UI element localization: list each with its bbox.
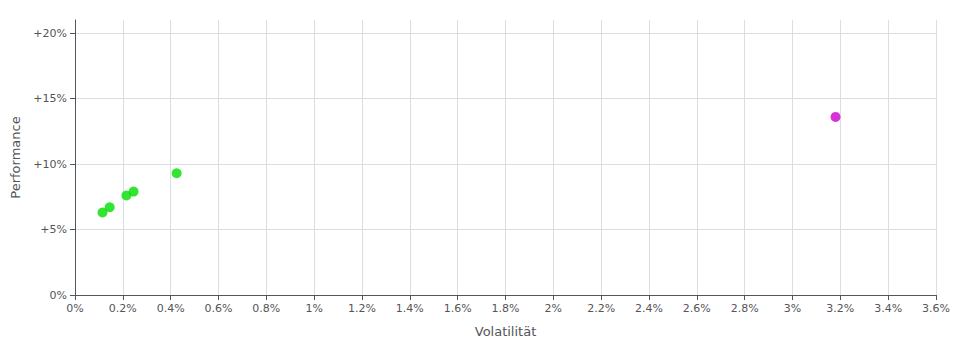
svg-text:3.2%: 3.2% [826, 302, 854, 315]
svg-text:2%: 2% [545, 302, 562, 315]
svg-text:0%: 0% [50, 289, 67, 302]
svg-text:2.6%: 2.6% [683, 302, 711, 315]
svg-text:1.4%: 1.4% [396, 302, 424, 315]
svg-text:+20%: +20% [33, 27, 67, 40]
svg-text:Performance: Performance [8, 116, 23, 198]
svg-text:1%: 1% [305, 302, 322, 315]
svg-text:1.2%: 1.2% [348, 302, 376, 315]
svg-text:+5%: +5% [40, 223, 67, 236]
svg-text:3%: 3% [784, 302, 801, 315]
svg-text:0%: 0% [66, 302, 83, 315]
svg-text:0.8%: 0.8% [252, 302, 280, 315]
svg-text:2.4%: 2.4% [635, 302, 663, 315]
svg-text:1.6%: 1.6% [444, 302, 472, 315]
svg-text:1.8%: 1.8% [492, 302, 520, 315]
svg-text:+15%: +15% [33, 92, 67, 105]
svg-text:Volatilität: Volatilität [475, 324, 537, 339]
svg-text:2.8%: 2.8% [731, 302, 759, 315]
svg-text:0.4%: 0.4% [157, 302, 185, 315]
svg-text:0.6%: 0.6% [205, 302, 233, 315]
svg-text:2.2%: 2.2% [587, 302, 615, 315]
svg-text:0.2%: 0.2% [109, 302, 137, 315]
svg-text:+10%: +10% [33, 158, 67, 171]
svg-text:3.6%: 3.6% [922, 302, 950, 315]
svg-text:3.4%: 3.4% [874, 302, 902, 315]
